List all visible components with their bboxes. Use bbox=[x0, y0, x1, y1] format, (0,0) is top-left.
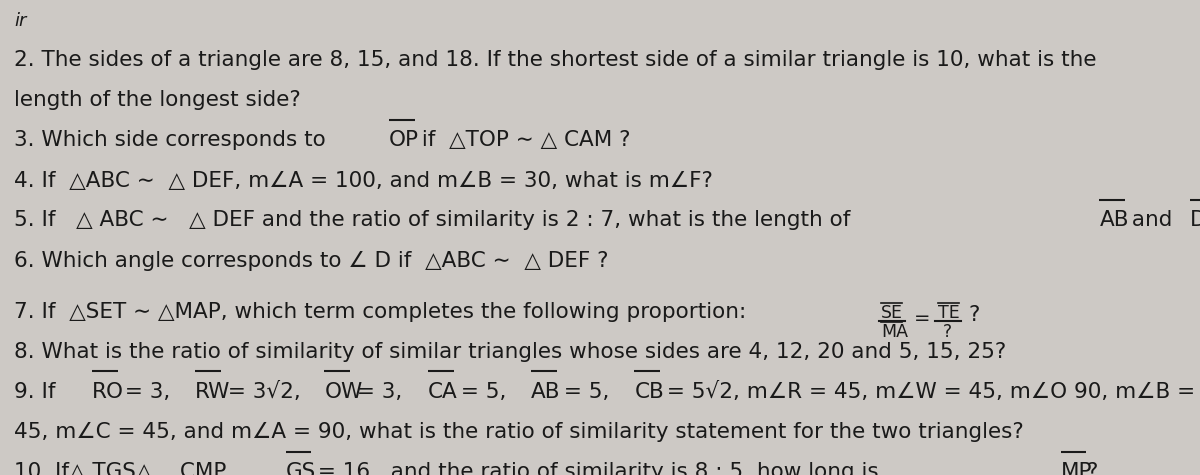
Text: 2. The sides of a triangle are 8, 15, and 18. If the shortest side of a similar : 2. The sides of a triangle are 8, 15, an… bbox=[14, 50, 1097, 70]
Text: 10. If△ TGS△    CMP,: 10. If△ TGS△ CMP, bbox=[14, 462, 240, 475]
Text: ir: ir bbox=[14, 12, 26, 30]
Text: 3. Which side corresponds to: 3. Which side corresponds to bbox=[14, 130, 334, 150]
Text: AB: AB bbox=[532, 382, 560, 402]
Text: SE: SE bbox=[881, 304, 904, 322]
Text: = 5√2, m∠R = 45, m∠W = 45, m∠O 90, m∠B =: = 5√2, m∠R = 45, m∠W = 45, m∠O 90, m∠B = bbox=[660, 382, 1195, 402]
Text: = 3,: = 3, bbox=[350, 382, 409, 402]
Text: = 3,: = 3, bbox=[118, 382, 176, 402]
Text: OW: OW bbox=[324, 382, 362, 402]
Text: 5. If   △ ABC ∼   △ DEF and the ratio of similarity is 2 : 7, what is the length: 5. If △ ABC ∼ △ DEF and the ratio of sim… bbox=[14, 210, 858, 230]
Text: CB: CB bbox=[635, 382, 664, 402]
Text: 6. Which angle corresponds to ∠ D if  △ABC ∼  △ DEF ?: 6. Which angle corresponds to ∠ D if △AB… bbox=[14, 251, 608, 271]
Text: ?: ? bbox=[1086, 462, 1098, 475]
Text: CA: CA bbox=[427, 382, 457, 402]
Text: MA: MA bbox=[881, 323, 908, 341]
Text: and: and bbox=[1126, 210, 1180, 230]
Text: 4. If  △ABC ∼  △ DEF, m∠A = 100, and m∠B = 30, what is m∠F?: 4. If △ABC ∼ △ DEF, m∠A = 100, and m∠B =… bbox=[14, 171, 713, 190]
Text: = 16 , and the ratio of similarity is 8 : 5, how long is: = 16 , and the ratio of similarity is 8 … bbox=[312, 462, 886, 475]
Text: length of the longest side?: length of the longest side? bbox=[14, 90, 301, 110]
Text: = 5,: = 5, bbox=[454, 382, 512, 402]
Text: ?: ? bbox=[968, 305, 979, 325]
Text: AB: AB bbox=[1099, 210, 1129, 230]
Text: RW: RW bbox=[196, 382, 230, 402]
Text: MP: MP bbox=[1061, 462, 1092, 475]
Text: 45, m∠C = 45, and m∠A = 90, what is the ratio of similarity statement for the tw: 45, m∠C = 45, and m∠A = 90, what is the … bbox=[14, 422, 1024, 442]
Text: if  △TOP ∼ △ CAM ?: if △TOP ∼ △ CAM ? bbox=[415, 130, 630, 150]
Text: = 5,: = 5, bbox=[557, 382, 616, 402]
Text: RO: RO bbox=[92, 382, 124, 402]
Text: GS: GS bbox=[286, 462, 316, 475]
Text: DE: DE bbox=[1190, 210, 1200, 230]
Text: TE: TE bbox=[938, 304, 960, 322]
Text: =: = bbox=[914, 309, 931, 328]
Text: OP: OP bbox=[389, 130, 419, 150]
Text: = 3√2,: = 3√2, bbox=[221, 382, 307, 402]
Text: ?: ? bbox=[943, 323, 952, 341]
Text: 7. If  △SET ∼ △MAP, which term completes the following proportion:: 7. If △SET ∼ △MAP, which term completes … bbox=[14, 302, 746, 322]
Text: 9. If: 9. If bbox=[14, 382, 62, 402]
Text: 8. What is the ratio of similarity of similar triangles whose sides are 4, 12, 2: 8. What is the ratio of similarity of si… bbox=[14, 342, 1007, 362]
